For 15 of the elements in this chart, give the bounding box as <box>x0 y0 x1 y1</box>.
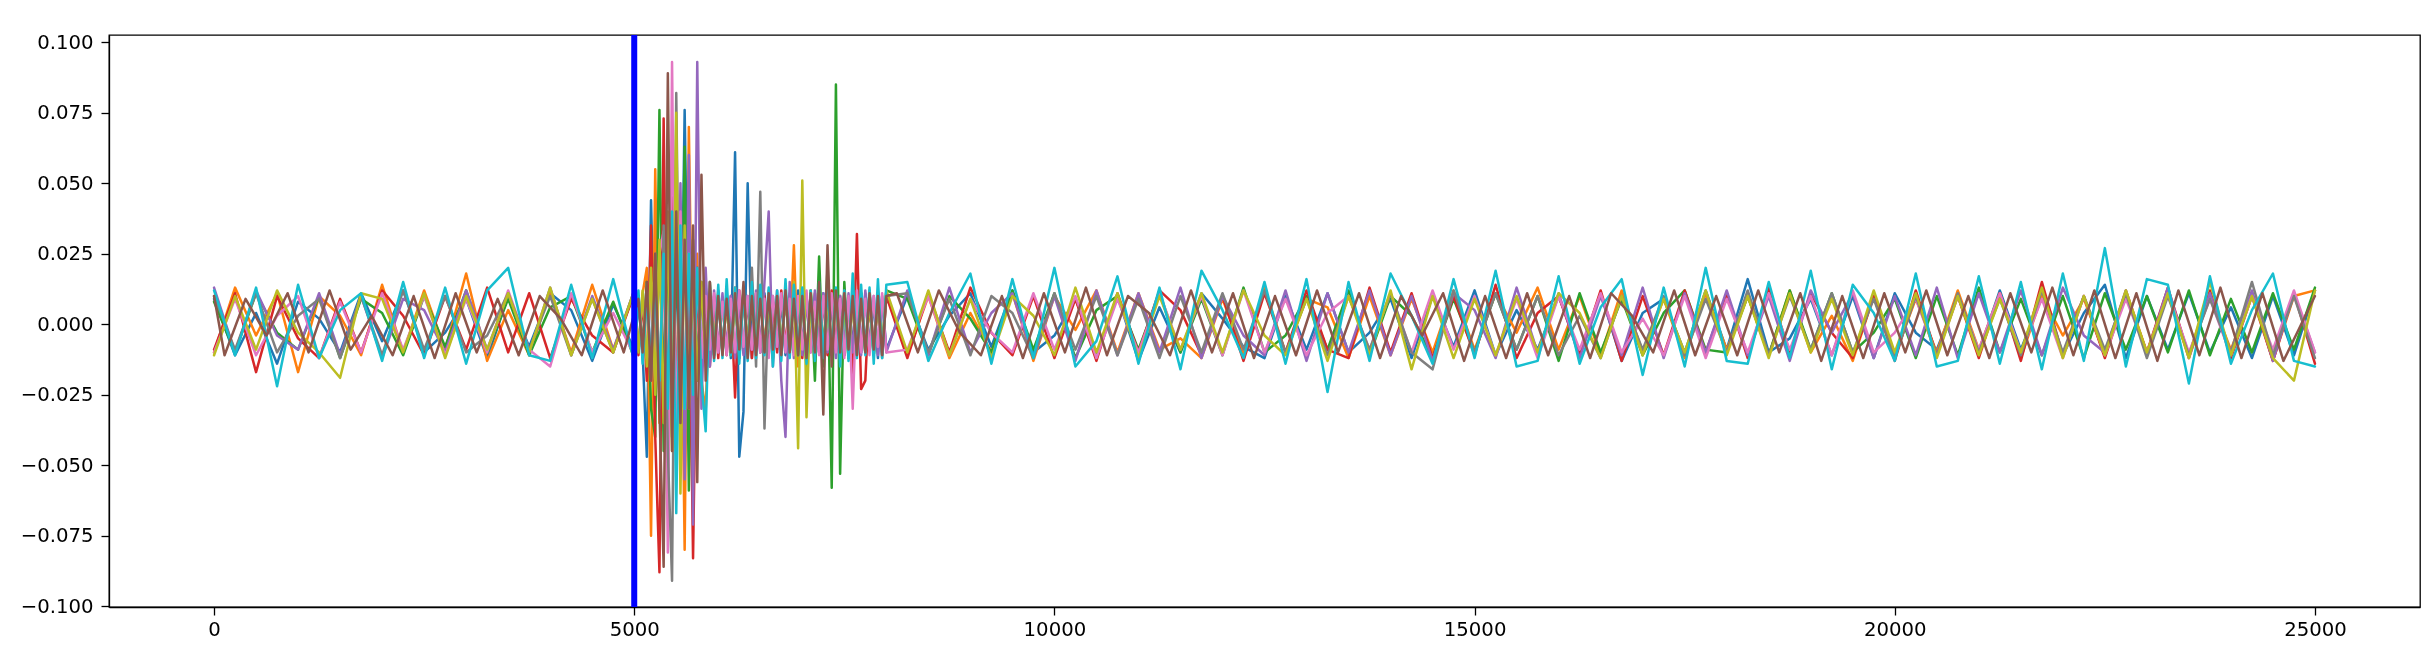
y-tick-label: 0.025 <box>37 242 94 266</box>
x-tick-label: 25000 <box>2284 617 2347 641</box>
x-tick-label: 10000 <box>1023 617 1087 641</box>
y-tick-label: −0.025 <box>20 383 94 407</box>
y-tick-label: −0.075 <box>20 524 94 548</box>
y-tick-label: −0.100 <box>20 594 94 618</box>
y-tick-label: 0.100 <box>37 30 94 54</box>
y-tick-label: −0.050 <box>20 453 94 477</box>
x-tick-label: 20000 <box>1863 617 1927 641</box>
y-tick-label: 0.000 <box>37 312 94 336</box>
y-tick-label: 0.050 <box>37 171 94 195</box>
x-tick-label: 15000 <box>1443 617 1507 641</box>
x-tick-label: 0 <box>208 617 221 641</box>
y-tick-label: 0.075 <box>37 101 94 125</box>
x-tick-label: 5000 <box>609 617 660 641</box>
